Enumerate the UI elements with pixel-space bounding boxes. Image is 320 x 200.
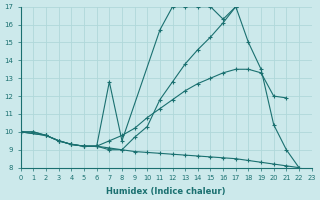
X-axis label: Humidex (Indice chaleur): Humidex (Indice chaleur) — [107, 187, 226, 196]
